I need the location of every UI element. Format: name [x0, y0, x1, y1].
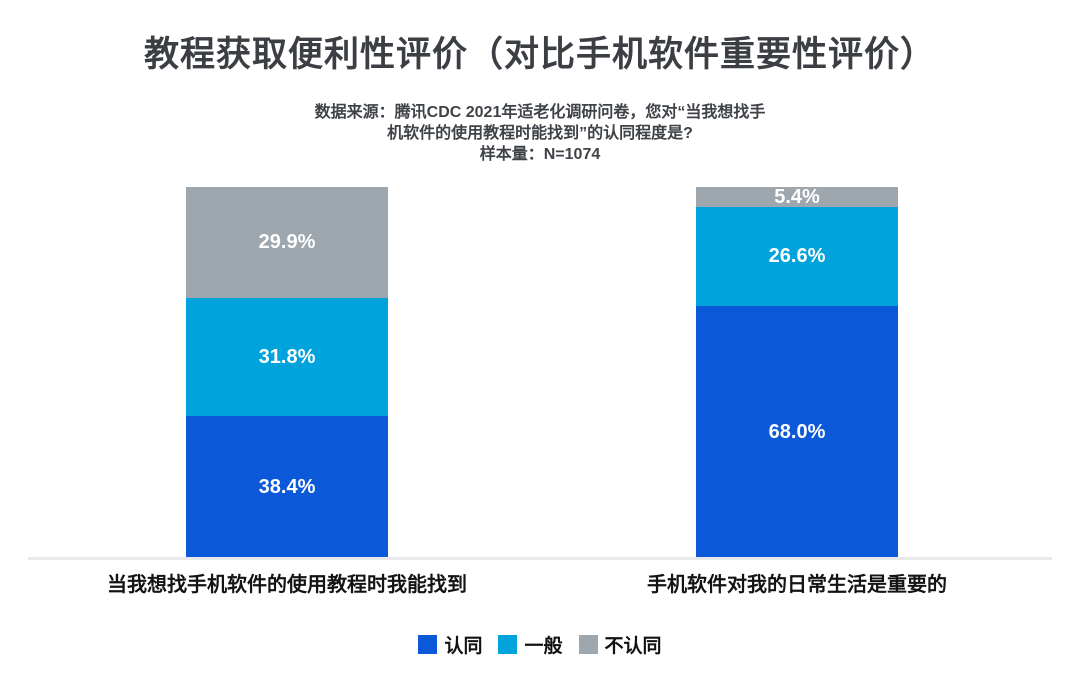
bar-segment-value: 29.9% [258, 230, 316, 253]
category-label-app-importance: 手机软件对我的日常生活是重要的 [647, 574, 947, 596]
legend-item-认同: 认同 [418, 631, 482, 658]
bar-segment-一般: 31.8% [186, 297, 388, 417]
chart-subtitle: 数据来源：腾讯CDC 2021年适老化调研问卷，您对“当我想找手 机软件的使用教… [0, 102, 1080, 165]
legend-item-不认同: 不认同 [578, 631, 662, 658]
legend-label: 一般 [524, 636, 563, 657]
bar-segment-value: 26.6% [768, 245, 826, 268]
stacked-bar-tutorial-availability: 29.9% 31.8% 38.4% [186, 186, 388, 559]
bar-segment-value: 31.8% [258, 345, 316, 368]
legend-label: 认同 [444, 636, 483, 657]
subtitle-line-2: 机软件的使用教程时能找到”的认同程度是? [387, 125, 693, 142]
legend: 认同 一般 不认同 [0, 631, 1080, 658]
stacked-bar-app-importance: 5.4% 26.6% 68.0% [696, 185, 898, 559]
bar-segment-value: 38.4% [258, 476, 316, 499]
chart-title: 教程获取便利性评价（对比手机软件重要性评价） [143, 35, 936, 74]
bar-segment-认同: 68.0% [696, 306, 898, 559]
legend-swatch-icon [498, 635, 518, 654]
plot-area: 29.9% 31.8% 38.4% 5.4% 26.6% 68.0% [0, 186, 1080, 560]
bar-segment-value: 68.0% [768, 421, 826, 444]
bar-segment-不认同: 29.9% [186, 186, 388, 298]
legend-swatch-icon [418, 635, 438, 654]
bar-segment-认同: 38.4% [186, 416, 388, 559]
legend-item-一般: 一般 [498, 631, 563, 658]
subtitle-line-1: 数据来源：腾讯CDC 2021年适老化调研问卷，您对“当我想找手 [314, 104, 766, 121]
legend-swatch-icon [578, 635, 598, 654]
subtitle-line-3: 样本量：N=1074 [479, 146, 601, 163]
bar-segment-不认同: 5.4% [696, 185, 898, 208]
category-label-tutorial-availability: 当我想找手机软件的使用教程时我能找到 [107, 574, 467, 596]
bar-segment-value: 5.4% [774, 185, 820, 208]
bar-segment-一般: 26.6% [696, 207, 898, 307]
legend-label: 不认同 [604, 636, 662, 657]
x-axis-line [28, 557, 1052, 560]
